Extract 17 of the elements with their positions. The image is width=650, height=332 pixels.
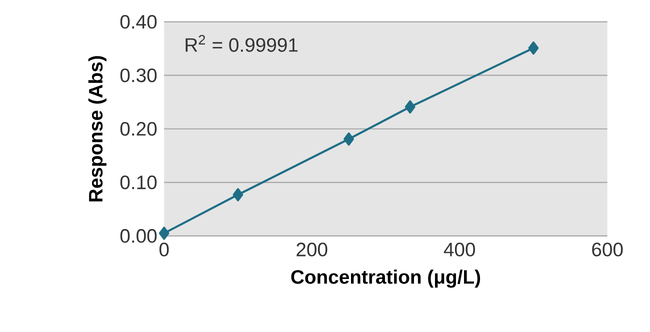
point [528, 41, 539, 55]
point [344, 132, 354, 146]
x-tick-label: 400 [444, 242, 476, 256]
y-tick-label: 0.40 [120, 14, 157, 29]
point [158, 226, 170, 240]
annotation: R$^{2}$ = 0.99991 [186, 34, 298, 52]
x-tick-label: 0 [159, 242, 169, 256]
y-tick-label: 0.20 [120, 122, 157, 136]
x-tick-label: 200 [296, 242, 328, 256]
y-tick-label: 0.10 [120, 176, 157, 190]
y-tick-label: 0.30 [120, 68, 157, 82]
x-tick-label: 600 [592, 242, 623, 256]
point [232, 188, 244, 202]
x-axis-title: Concentration (μg/L) [291, 270, 480, 288]
point [404, 100, 416, 114]
y-tick-label: 0.00 [120, 229, 157, 243]
y-axis-title: Response (Abs) [88, 56, 106, 202]
